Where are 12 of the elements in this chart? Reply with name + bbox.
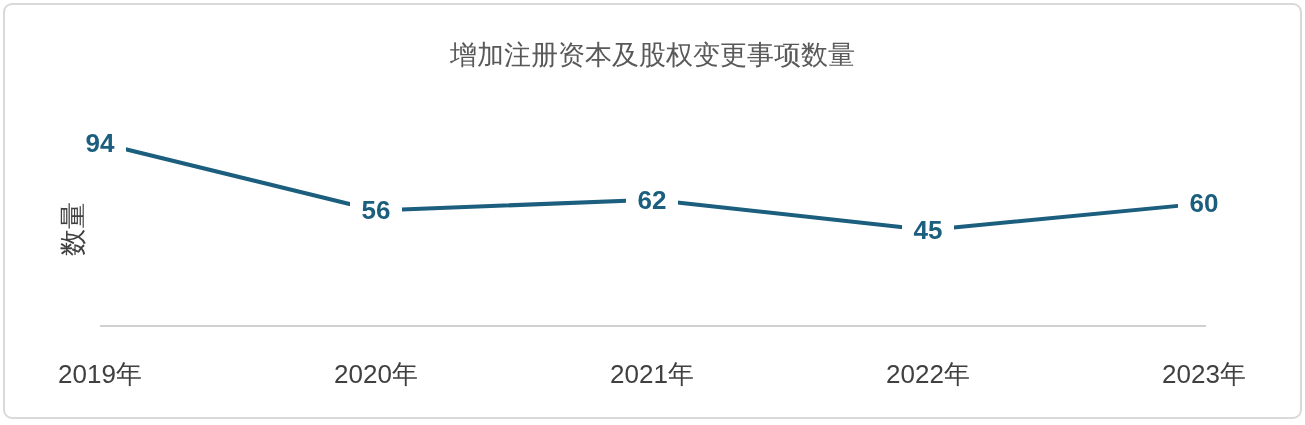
x-tick-label: 2019年: [58, 359, 142, 389]
chart-title: 增加注册资本及股权变更事项数量: [448, 40, 855, 70]
y-axis-title: 数量: [58, 202, 88, 256]
data-label: 62: [637, 184, 667, 215]
data-label: 94: [85, 128, 115, 158]
data-label: 56: [361, 195, 391, 226]
x-tick-label: 2022年: [886, 359, 970, 389]
data-label: 60: [1189, 188, 1219, 219]
x-tick-label: 2023年: [1162, 359, 1246, 389]
data-label: 45: [913, 215, 943, 245]
x-tick-label: 2021年: [610, 359, 694, 389]
x-tick-label: 2020年: [334, 359, 418, 389]
